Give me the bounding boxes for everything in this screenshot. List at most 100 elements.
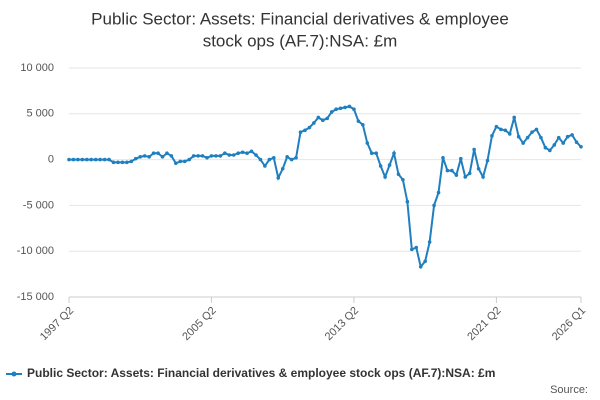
point bbox=[227, 153, 232, 157]
point bbox=[387, 163, 392, 167]
point bbox=[200, 154, 205, 158]
point bbox=[223, 151, 227, 155]
point bbox=[383, 175, 387, 179]
x-tick-label: 2021 Q2 bbox=[465, 305, 503, 343]
point bbox=[369, 151, 374, 155]
point bbox=[178, 159, 183, 164]
point bbox=[147, 155, 151, 159]
point bbox=[458, 156, 463, 161]
point bbox=[218, 154, 223, 158]
point bbox=[374, 151, 379, 155]
point bbox=[67, 157, 71, 162]
x-tick-label: 2013 Q2 bbox=[323, 305, 361, 343]
point bbox=[85, 157, 89, 162]
point bbox=[534, 127, 539, 132]
x-tick-label: 1997 Q2 bbox=[38, 305, 76, 343]
point bbox=[205, 155, 209, 160]
point bbox=[543, 145, 548, 150]
point bbox=[401, 177, 405, 182]
point bbox=[116, 160, 120, 165]
point bbox=[174, 161, 178, 166]
point bbox=[125, 160, 129, 165]
point bbox=[556, 135, 561, 140]
point bbox=[494, 124, 499, 129]
legend-label: Public Sector: Assets: Financial derivat… bbox=[27, 366, 495, 380]
point bbox=[445, 168, 450, 173]
point bbox=[160, 155, 165, 159]
point bbox=[338, 106, 343, 111]
point bbox=[396, 172, 401, 177]
point bbox=[245, 151, 249, 155]
point bbox=[561, 141, 565, 145]
point bbox=[187, 157, 192, 162]
point bbox=[298, 130, 303, 134]
point bbox=[512, 115, 517, 120]
point bbox=[365, 141, 370, 145]
point bbox=[316, 115, 321, 120]
point bbox=[93, 157, 98, 162]
point bbox=[209, 154, 214, 158]
point bbox=[405, 199, 410, 204]
point bbox=[441, 155, 445, 160]
point bbox=[107, 157, 111, 162]
point bbox=[329, 110, 334, 114]
point bbox=[80, 157, 85, 162]
y-tick-label: 5 000 bbox=[26, 108, 54, 120]
point bbox=[156, 151, 160, 155]
point bbox=[570, 133, 574, 137]
point bbox=[120, 160, 125, 165]
y-tick-label: 0 bbox=[48, 154, 54, 166]
point bbox=[392, 151, 396, 155]
point bbox=[530, 130, 534, 134]
x-tick-label: 2005 Q2 bbox=[180, 305, 218, 343]
point bbox=[423, 259, 427, 264]
point bbox=[499, 127, 503, 132]
point bbox=[521, 141, 525, 145]
point bbox=[214, 154, 218, 158]
point bbox=[539, 135, 543, 140]
point bbox=[240, 150, 245, 155]
point bbox=[334, 107, 338, 112]
point bbox=[432, 203, 436, 208]
point bbox=[307, 125, 312, 130]
point bbox=[76, 157, 80, 162]
point bbox=[525, 135, 530, 140]
point bbox=[481, 175, 485, 179]
point bbox=[454, 173, 459, 177]
point bbox=[258, 157, 263, 162]
point bbox=[89, 157, 94, 162]
point bbox=[467, 171, 472, 176]
legend-marker bbox=[11, 371, 17, 377]
point bbox=[285, 155, 289, 159]
point bbox=[436, 190, 441, 195]
point bbox=[507, 132, 512, 136]
point bbox=[410, 247, 414, 252]
point bbox=[516, 134, 521, 139]
point bbox=[418, 264, 423, 269]
point bbox=[151, 151, 156, 155]
point bbox=[254, 153, 258, 157]
point bbox=[102, 157, 107, 162]
point bbox=[361, 122, 365, 127]
chart-title: stock ops (AF.7):NSA: £m bbox=[203, 31, 398, 50]
source: Source: bbox=[550, 384, 588, 396]
point bbox=[378, 164, 383, 168]
y-tick-label: 10 000 bbox=[20, 62, 54, 74]
chart-title: Public Sector: Assets: Financial derivat… bbox=[91, 9, 509, 28]
point bbox=[196, 154, 200, 158]
y-tick-label: -5 000 bbox=[23, 199, 54, 211]
y-tick-label: -10 000 bbox=[17, 245, 54, 257]
point bbox=[352, 107, 356, 112]
point bbox=[552, 143, 557, 147]
point bbox=[356, 119, 361, 123]
point bbox=[472, 147, 476, 152]
point bbox=[343, 105, 347, 110]
point bbox=[463, 175, 468, 179]
point bbox=[191, 154, 196, 158]
point bbox=[325, 116, 330, 121]
point bbox=[312, 121, 316, 125]
point bbox=[414, 245, 419, 250]
point bbox=[249, 149, 254, 154]
point bbox=[169, 154, 174, 158]
